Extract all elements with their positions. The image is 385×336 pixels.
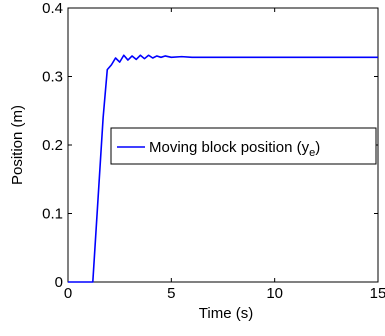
legend: Moving block position (ye) <box>110 127 377 165</box>
legend-label-subscript: e <box>309 147 315 159</box>
y-axis-label: Position (m) <box>9 105 26 185</box>
axes-layer: 0 5 10 15 0 0.1 0.2 0.3 0.4 <box>42 0 385 302</box>
legend-label-main: Moving block position (y <box>149 139 310 156</box>
legend-box <box>110 127 377 165</box>
y-tick-label: 0 <box>55 274 63 291</box>
legend-label-close: ) <box>315 139 320 156</box>
y-tick-label: 0.3 <box>42 69 63 86</box>
legend-label: Moving block position (ye) <box>149 139 320 159</box>
series-layer <box>68 54 378 283</box>
x-tick-label: 15 <box>370 285 385 302</box>
x-tick-label: 0 <box>64 285 72 302</box>
x-tick-label: 10 <box>266 285 283 302</box>
y-tick-label: 0.2 <box>42 137 63 154</box>
series-line <box>68 54 378 283</box>
x-axis-label: Time (s) <box>199 305 253 322</box>
y-tick-label: 0.4 <box>42 0 63 17</box>
y-tick-label: 0.1 <box>42 206 63 223</box>
x-tick-label: 5 <box>167 285 175 302</box>
